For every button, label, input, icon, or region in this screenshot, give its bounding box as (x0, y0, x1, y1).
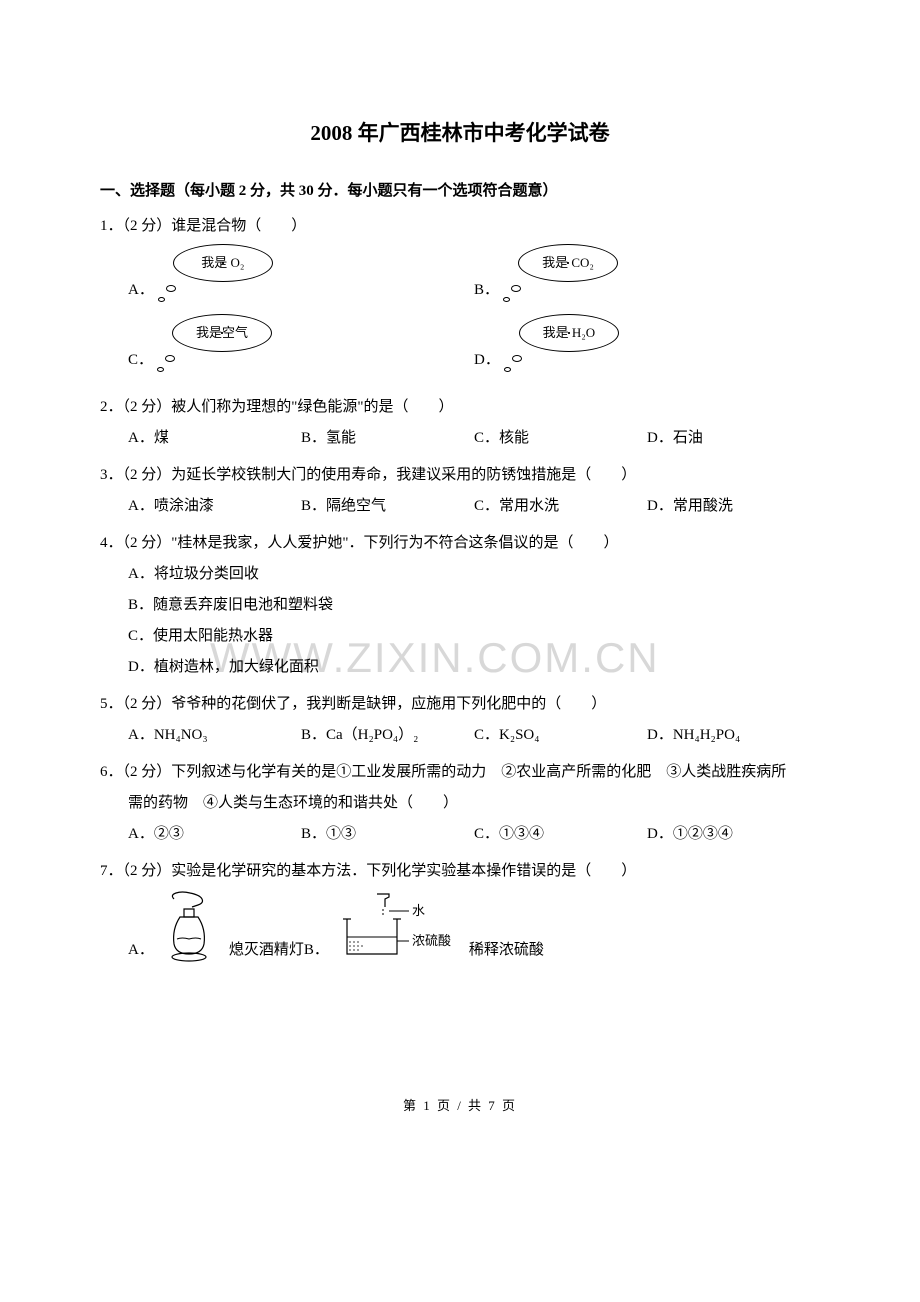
option-label: D． (474, 347, 500, 374)
q6-stem-line2: 需的药物 ④人类与生态环境的和谐共处（ ） (100, 790, 820, 817)
q7-option-a: A． 熄灭酒精灯 (128, 889, 304, 964)
alcohol-lamp-icon (162, 889, 217, 964)
bubble-text: 我是 O₂ (173, 244, 273, 282)
dilute-acid-icon: 水 浓硫酸 (337, 889, 457, 964)
q5-stem: 5．（2 分）爷爷种的花倒伏了，我判断是缺钾，应施用下列化肥中的（ ） (100, 691, 820, 718)
water-label: 水 (412, 903, 425, 918)
q2-option-b: B．氢能 (301, 425, 474, 452)
q1-option-a: A． 我是 O₂ (128, 244, 474, 304)
thought-bubble-icon: 我是 H₂O (504, 314, 619, 374)
q6-option-c: C．①③④ (474, 821, 647, 848)
question-2: 2．（2 分）被人们称为理想的"绿色能源"的是（ ） A．煤 B．氢能 C．核能… (100, 394, 820, 452)
q4-option-d: D．植树造林，加大绿化面积 (128, 654, 820, 681)
q5-option-a: A．NH₄NO₃ (128, 722, 301, 749)
q3-option-b: B．隔绝空气 (301, 493, 474, 520)
q4-option-a: A．将垃圾分类回收 (128, 561, 820, 588)
q1-option-c: C． 我是空气 (128, 314, 474, 374)
q2-option-d: D．石油 (647, 425, 820, 452)
page-footer: 第 1 页 / 共 7 页 (100, 1094, 820, 1117)
bubble-text: 我是空气 (172, 314, 272, 352)
q5-option-c: C．K₂SO₄ (474, 722, 647, 749)
q4-option-c: C．使用太阳能热水器 (128, 623, 820, 650)
q2-option-c: C．核能 (474, 425, 647, 452)
q6-option-b: B．①③ (301, 821, 474, 848)
q3-option-c: C．常用水洗 (474, 493, 647, 520)
q3-option-a: A．喷涂油漆 (128, 493, 301, 520)
option-label: A． (128, 277, 154, 304)
q4-option-b: B．随意丢弃废旧电池和塑料袋 (128, 592, 820, 619)
q6-option-a: A．②③ (128, 821, 301, 848)
option-text: 稀释浓硫酸 (469, 937, 544, 964)
q5-option-b: B．Ca（H₂PO₄）₂ (301, 722, 474, 749)
page-title: 2008 年广西桂林市中考化学试卷 (100, 115, 820, 153)
thought-bubble-icon: 我是 O₂ (158, 244, 273, 304)
bubble-text: 我是 CO₂ (518, 244, 618, 282)
q3-stem: 3．（2 分）为延长学校铁制大门的使用寿命，我建议采用的防锈蚀措施是（ ） (100, 462, 820, 489)
section-header: 一、选择题（每小题 2 分，共 30 分．每小题只有一个选项符合题意） (100, 178, 820, 205)
option-label: C． (128, 347, 153, 374)
option-label: B． (304, 937, 329, 964)
q6-option-d: D．①②③④ (647, 821, 820, 848)
q3-option-d: D．常用酸洗 (647, 493, 820, 520)
q1-option-d: D． 我是 H₂O (474, 314, 820, 374)
thought-bubble-icon: 我是 CO₂ (503, 244, 618, 304)
bubble-text: 我是 H₂O (519, 314, 619, 352)
q2-stem: 2．（2 分）被人们称为理想的"绿色能源"的是（ ） (100, 394, 820, 421)
q7-stem: 7．（2 分）实验是化学研究的基本方法．下列化学实验基本操作错误的是（ ） (100, 858, 820, 885)
q7-option-b: B． 水 浓硫酸 稀释浓硫酸 (304, 889, 544, 964)
question-3: 3．（2 分）为延长学校铁制大门的使用寿命，我建议采用的防锈蚀措施是（ ） A．… (100, 462, 820, 520)
question-5: 5．（2 分）爷爷种的花倒伏了，我判断是缺钾，应施用下列化肥中的（ ） A．NH… (100, 691, 820, 749)
q1-stem: 1．（2 分）谁是混合物（ ） (100, 213, 820, 240)
q2-option-a: A．煤 (128, 425, 301, 452)
acid-label: 浓硫酸 (412, 933, 451, 948)
question-4: 4．（2 分）"桂林是我家，人人爱护她"．下列行为不符合这条倡议的是（ ） A．… (100, 530, 820, 681)
question-6: 6．（2 分）下列叙述与化学有关的是①工业发展所需的动力 ②农业高产所需的化肥 … (100, 759, 820, 848)
q6-stem-line1: 6．（2 分）下列叙述与化学有关的是①工业发展所需的动力 ②农业高产所需的化肥 … (100, 759, 820, 786)
q5-option-d: D．NH₄H₂PO₄ (647, 722, 820, 749)
question-7: 7．（2 分）实验是化学研究的基本方法．下列化学实验基本操作错误的是（ ） A．… (100, 858, 820, 964)
question-1: 1．（2 分）谁是混合物（ ） A． 我是 O₂ B． 我是 CO₂ C． 我是… (100, 213, 820, 384)
option-text: 熄灭酒精灯 (229, 937, 304, 964)
thought-bubble-icon: 我是空气 (157, 314, 272, 374)
option-label: B． (474, 277, 499, 304)
q1-option-b: B． 我是 CO₂ (474, 244, 820, 304)
q4-stem: 4．（2 分）"桂林是我家，人人爱护她"．下列行为不符合这条倡议的是（ ） (100, 530, 820, 557)
option-label: A． (128, 937, 154, 964)
